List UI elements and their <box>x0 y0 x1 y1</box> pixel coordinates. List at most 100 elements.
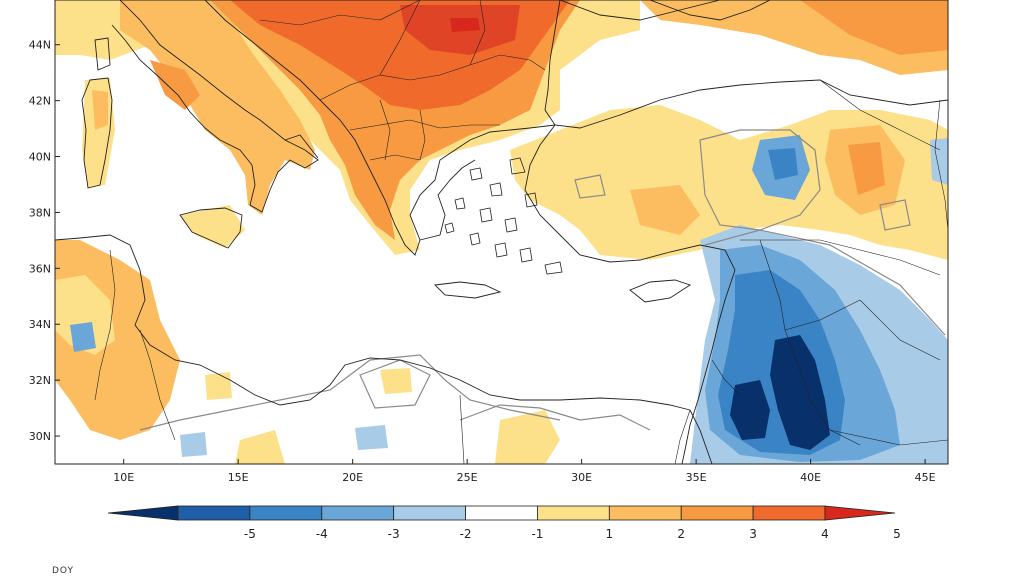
colorbar-swatch <box>321 505 395 521</box>
cool-field-tunisia-spot <box>70 322 96 352</box>
colorbar-tick-label: 5 <box>893 527 901 541</box>
coast-anatolia-south <box>524 124 736 351</box>
lat-tick-label: 40N <box>29 151 51 164</box>
latitude-axis: 44N 42N 40N 38N 36N 34N 32N 30N <box>29 39 60 443</box>
warm-field-italy-core <box>150 60 200 110</box>
contour-anatolia <box>699 129 821 231</box>
coast-levant <box>681 349 713 464</box>
warm-field-sardinia-core <box>92 90 108 130</box>
colorbar-tick-label: -3 <box>388 527 400 541</box>
contour-east <box>879 199 911 231</box>
warm-field-sicily <box>180 205 245 248</box>
warm-field-caucasus-core <box>800 0 948 55</box>
coast-sicily <box>179 207 243 249</box>
colorbar-tick-label: -5 <box>244 527 256 541</box>
coast-sardinia <box>81 77 113 189</box>
coast-corsica <box>94 37 111 71</box>
coast-north-africa <box>55 234 691 411</box>
colorbar-swatch <box>465 505 538 521</box>
map-frame <box>54 0 949 465</box>
colorbar-swatch <box>393 505 466 521</box>
colorbar-swatch <box>249 505 323 521</box>
colorbar-tick-label: -1 <box>531 527 543 541</box>
lon-tick-label: 20E <box>342 471 363 484</box>
zero-contours <box>139 129 946 431</box>
colorbar-tick-label: -4 <box>316 527 328 541</box>
border <box>784 299 861 331</box>
coast-adriatic-east <box>204 0 556 256</box>
island <box>454 197 466 210</box>
lon-tick-label: 40E <box>800 471 821 484</box>
island <box>489 182 503 197</box>
lon-tick-label: 45E <box>915 471 936 484</box>
border <box>139 329 176 441</box>
map-plot-area <box>55 0 948 464</box>
lat-tick-label: 30N <box>29 430 51 443</box>
cool-field-east-border <box>930 138 948 185</box>
coast-italy-heel <box>284 134 319 159</box>
island <box>479 207 493 223</box>
cool-field-jordan-deep <box>770 335 830 450</box>
warm-field-crete-adj <box>205 372 232 400</box>
warm-field-egypt <box>495 410 560 464</box>
island <box>469 232 481 246</box>
colorbar-swatch <box>752 505 826 521</box>
warm-field-libya-south <box>235 430 285 464</box>
border <box>259 0 421 26</box>
colorbar-swatch <box>680 505 754 521</box>
coast-red-sea <box>689 409 713 464</box>
lon-tick-label: 10E <box>113 471 134 484</box>
border <box>349 119 500 131</box>
contour-turkey-loop <box>574 174 606 199</box>
island <box>504 217 518 233</box>
coast-crete <box>434 281 502 299</box>
colorbar-tick-label: 3 <box>749 527 757 541</box>
lon-tick-label: 35E <box>686 471 707 484</box>
cool-field-libya-spot <box>355 425 388 450</box>
national-borders <box>94 0 948 464</box>
coast-crimea <box>649 0 771 21</box>
border <box>319 74 411 101</box>
lat-tick-label: 38N <box>29 206 51 219</box>
island <box>524 192 538 208</box>
warm-field-east-core <box>848 142 885 195</box>
colorbar-tick-label: -2 <box>460 527 472 541</box>
colorbar: -5 -4 -3 -2 -1 1 2 3 4 5 <box>107 505 901 541</box>
coast-black-sea <box>544 0 948 129</box>
colorbar-swatch <box>177 505 251 521</box>
border <box>419 109 426 161</box>
border <box>379 0 421 76</box>
warm-field-tunisia <box>55 275 115 355</box>
border <box>711 359 741 396</box>
colorbar-swatch <box>537 505 610 521</box>
cool-anomaly-fields <box>70 135 948 464</box>
longitude-axis: 10E 15E 20E 25E 30E 35E 40E 45E <box>113 459 936 484</box>
colorbar-min-extension <box>107 505 179 521</box>
border <box>859 299 941 361</box>
aegean-islands <box>444 157 563 275</box>
warm-anomaly-fields <box>55 0 948 464</box>
warm-field-libya-spot <box>380 368 412 394</box>
border <box>740 239 941 276</box>
border <box>759 239 786 331</box>
coastlines <box>55 0 948 464</box>
colorbar-swatch <box>608 505 682 521</box>
colorbar-tick-label: 4 <box>821 527 829 541</box>
lat-tick-label: 42N <box>29 95 51 108</box>
lon-tick-label: 15E <box>228 471 249 484</box>
coast-black-sea-north <box>559 0 721 21</box>
warm-field-romania-peak <box>450 18 480 32</box>
lon-tick-label: 25E <box>457 471 478 484</box>
lat-tick-label: 34N <box>29 318 51 331</box>
coast-italy <box>111 0 319 213</box>
border <box>934 99 948 231</box>
lat-tick-label: 32N <box>29 374 51 387</box>
border <box>369 154 421 161</box>
border <box>94 249 116 401</box>
border <box>409 54 546 81</box>
island <box>444 222 455 234</box>
cool-field-anatolia-east-core <box>768 148 798 180</box>
island <box>519 247 533 263</box>
colorbar-max-extension <box>824 505 896 521</box>
